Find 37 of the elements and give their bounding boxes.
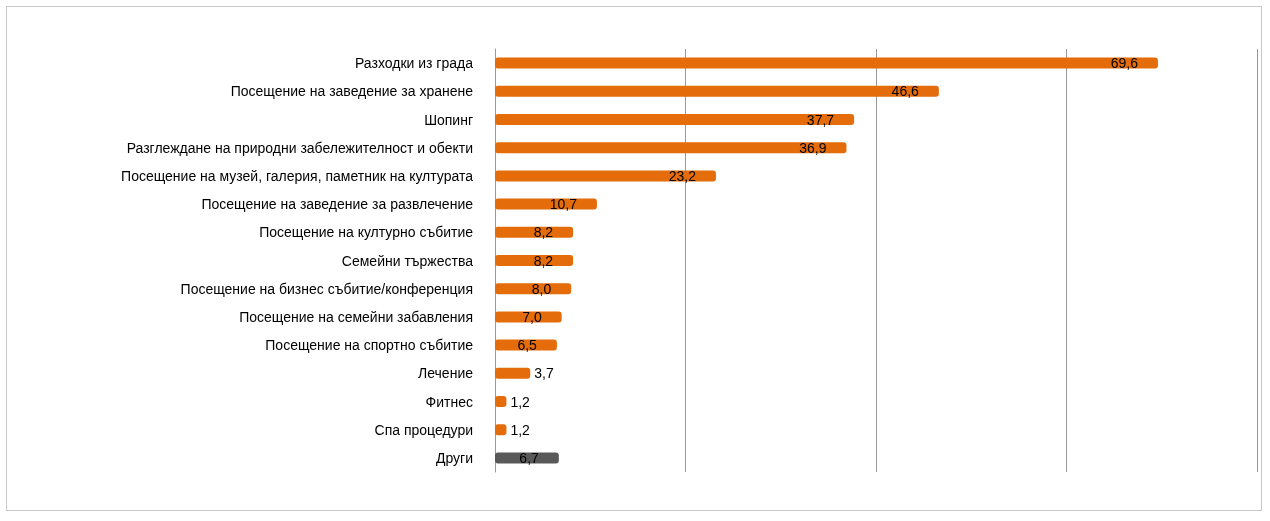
y-tick-label: Фитнес: [425, 393, 473, 410]
bar: [495, 57, 1158, 69]
y-tick-label: Лечение: [418, 365, 474, 382]
y-tick-label: Семейни тържества: [341, 252, 474, 269]
bar: [495, 142, 847, 154]
y-tick-label: Посещение на семейни забавления: [239, 308, 473, 325]
bar: [495, 85, 939, 97]
data-label: 46,6: [891, 83, 920, 100]
y-tick-label: Посещение на бизнес събитие/конференция: [180, 280, 473, 297]
data-label: 6,7: [519, 449, 540, 466]
y-tick-label: Шопинг: [424, 111, 473, 128]
data-label: 36,9: [799, 139, 827, 156]
y-tick-label: Посещение на заведение за хранене: [230, 83, 474, 100]
bar: [495, 170, 716, 182]
data-label: 1,2: [510, 421, 531, 438]
y-tick-label: Разходки из града: [354, 55, 474, 72]
y-tick-label: Спа процедури: [374, 421, 473, 438]
data-label: 3,7: [534, 365, 554, 382]
data-label: 37,7: [806, 111, 835, 128]
y-tick-label: Посещение на заведение за развлечение: [201, 196, 474, 213]
data-label: 10,7: [549, 196, 578, 213]
data-label: 8,2: [533, 252, 554, 269]
y-tick-label: Разглеждане на природни забележителност и обекти: [126, 139, 473, 156]
data-label: 7,0: [522, 308, 542, 325]
y-tick-label: Други: [435, 449, 473, 466]
y-tick-label: Посещение на културно събитие: [259, 224, 474, 241]
data-label: 69,6: [1110, 55, 1139, 72]
data-label: 1,2: [510, 393, 531, 410]
y-tick-label: Посещение на музей, галерия, паметник на културата: [121, 167, 474, 184]
data-label: 8,0: [531, 280, 552, 297]
bar: [495, 114, 855, 125]
bar: [495, 198, 597, 210]
data-label: 8,2: [533, 224, 554, 241]
data-label: 6,5: [517, 337, 538, 354]
data-label: 23,2: [668, 167, 697, 184]
bar: [495, 367, 531, 379]
y-tick-label: Посещение на спортно събитие: [265, 337, 474, 354]
